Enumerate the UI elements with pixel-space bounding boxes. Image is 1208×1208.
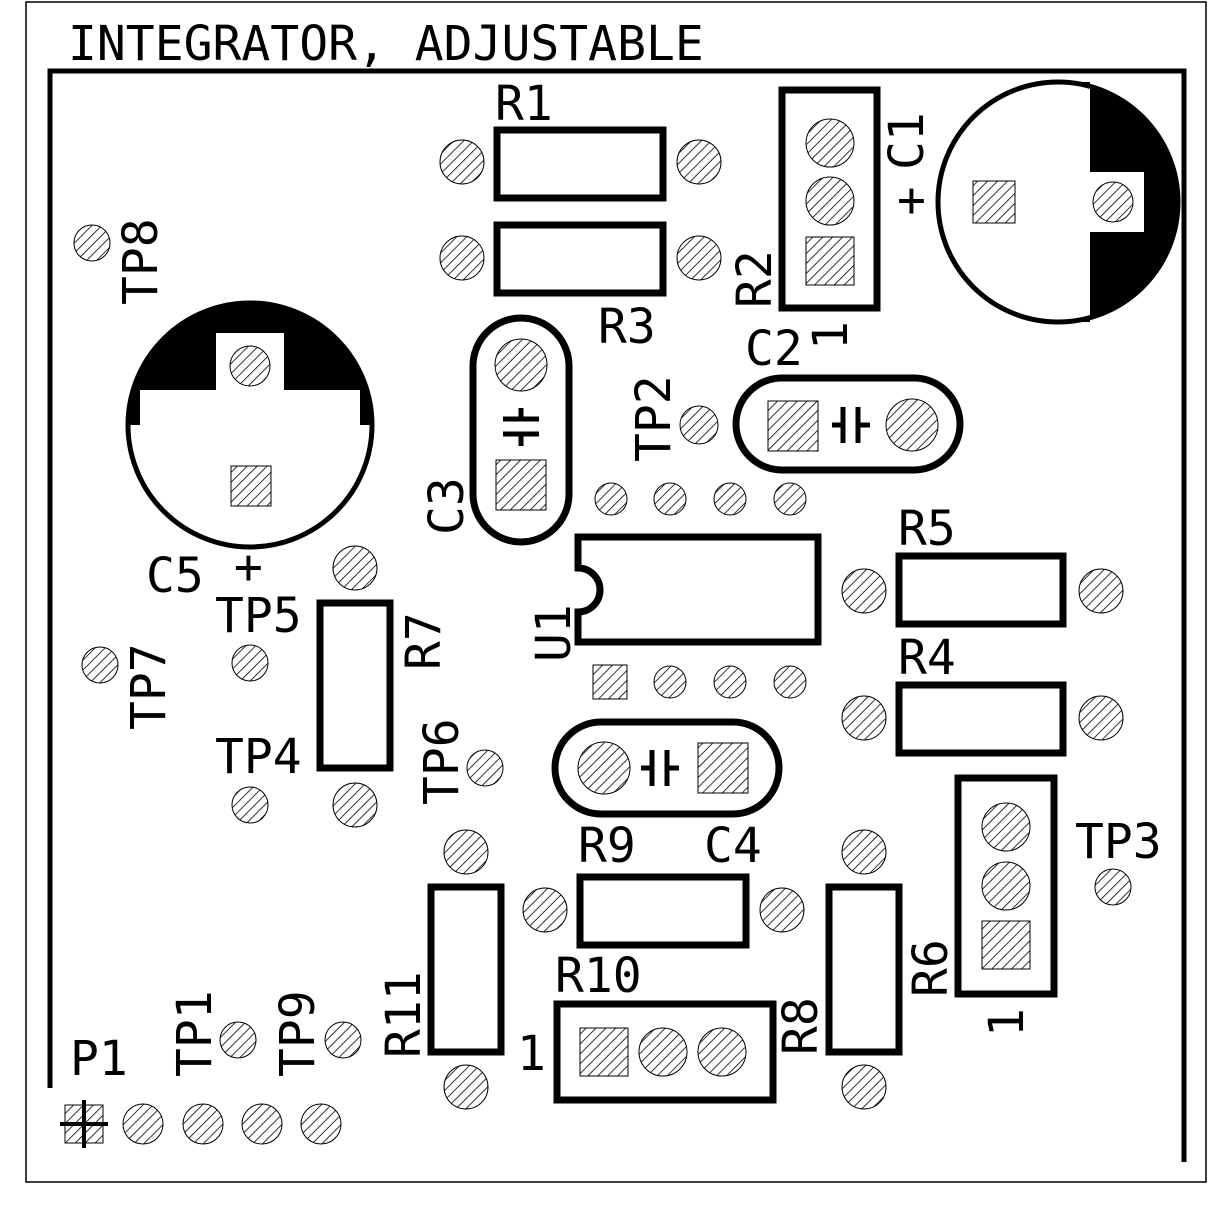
test-point-tp2: TP2 xyxy=(626,375,719,462)
resistor-r3: R3 xyxy=(439,221,722,355)
board-outline xyxy=(47,68,1187,1162)
p1-label: P1 xyxy=(70,1031,128,1087)
resistor-r5: R5 xyxy=(841,501,1124,628)
test-point-tp9: TP9 xyxy=(270,990,362,1077)
test-point-tp4: TP4 xyxy=(215,729,302,824)
tp1-label: TP1 xyxy=(167,990,223,1077)
capacitor-c2: C2 xyxy=(732,321,964,474)
c1-plus-mark: + xyxy=(897,172,926,228)
resistor-r8: R8 xyxy=(773,829,903,1110)
r2-label: R2 xyxy=(727,250,783,308)
tp6-label: TP6 xyxy=(414,718,470,805)
test-point-tp6: TP6 xyxy=(414,718,504,805)
r10-pin1-mark: 1 xyxy=(517,1026,546,1082)
c4-label: C4 xyxy=(704,818,762,874)
trimmer-r2: R2 1 xyxy=(727,86,881,350)
resistor-r9: R9 xyxy=(522,818,805,949)
resistor-r4: R4 xyxy=(841,630,1124,757)
c1-label: C1 xyxy=(879,112,935,170)
tp5-label: TP5 xyxy=(215,588,302,644)
test-point-tp8: TP8 xyxy=(73,218,169,305)
test-point-tp3: TP3 xyxy=(1075,814,1162,906)
r2-pin1-mark: 1 xyxy=(803,321,859,350)
test-point-tp1: TP1 xyxy=(167,990,257,1077)
tp3-label: TP3 xyxy=(1075,814,1162,870)
c5-plus-mark: + xyxy=(234,539,263,595)
r3-label: R3 xyxy=(598,299,656,355)
capacitor-c5: C5 + xyxy=(125,300,375,604)
r1-label: R1 xyxy=(495,76,553,132)
trimmer-r6: R6 1 xyxy=(903,774,1058,1037)
tp4-label: TP4 xyxy=(215,729,302,785)
tp7-label: TP7 xyxy=(121,643,177,730)
capacitor-c3: C3 xyxy=(419,314,573,546)
connector-p1: P1 xyxy=(60,1031,342,1148)
resistor-r7: R7 xyxy=(316,545,452,828)
tp2-label: TP2 xyxy=(626,375,682,462)
r6-pin1-mark: 1 xyxy=(979,1008,1035,1037)
c3-label: C3 xyxy=(419,477,475,535)
capacitor-c4: C4 xyxy=(551,718,783,874)
ic-u1: U1 xyxy=(526,482,822,700)
board-title: INTEGRATOR, ADJUSTABLE xyxy=(68,16,704,72)
r7-label: R7 xyxy=(396,612,452,670)
resistor-r1: R1 xyxy=(439,76,722,202)
r5-label: R5 xyxy=(898,501,956,557)
capacitor-c1: C1 + xyxy=(879,79,1181,325)
r8-label: R8 xyxy=(773,997,829,1055)
c5-label: C5 xyxy=(146,548,204,604)
test-point-tp7: TP7 xyxy=(81,643,177,730)
test-point-tp5: TP5 xyxy=(215,588,302,682)
r9-label: R9 xyxy=(578,818,636,874)
page-frame xyxy=(25,1,1207,1183)
u1-label: U1 xyxy=(526,604,582,662)
trimmer-r10: R10 1 xyxy=(517,948,777,1104)
c2-label: C2 xyxy=(745,321,803,377)
r4-label: R4 xyxy=(898,630,956,686)
tp8-label: TP8 xyxy=(113,218,169,305)
tp9-label: TP9 xyxy=(270,990,326,1077)
r10-label: R10 xyxy=(555,948,642,1004)
r11-label: R11 xyxy=(376,971,432,1058)
resistor-r11: R11 xyxy=(376,829,505,1110)
r6-label: R6 xyxy=(903,939,959,997)
